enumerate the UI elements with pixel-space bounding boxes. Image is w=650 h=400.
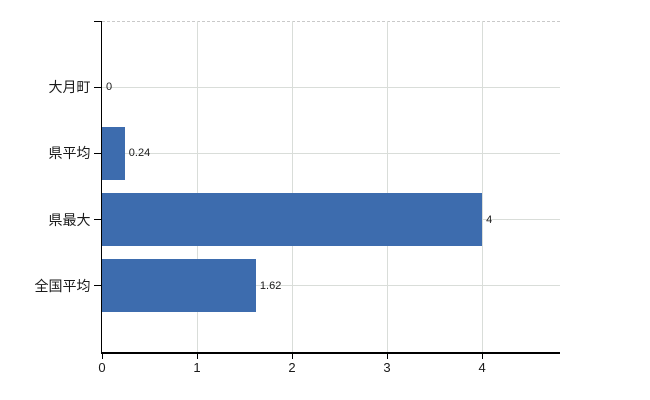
y-axis-label-2: 県最大 [48, 211, 91, 228]
y-axis-line [100, 21, 102, 352]
x-axis-line [100, 351, 560, 354]
bar-3 [102, 259, 256, 313]
vertical-gridline-1 [196, 21, 198, 352]
y-axis-tick-0 [93, 21, 101, 22]
horizontal-gridline-0 [102, 86, 560, 88]
bar-2 [102, 193, 483, 247]
value-label-2: 4 [486, 213, 493, 226]
horizontal-gridline-3 [102, 285, 560, 287]
y-axis-label-0: 大月町 [48, 79, 91, 96]
y-axis-tick-4 [93, 285, 101, 287]
plot-top-border [102, 21, 560, 22]
vertical-gridline-4 [481, 21, 483, 352]
vertical-gridline-2 [291, 21, 293, 352]
y-axis-label-1: 県平均 [48, 145, 91, 162]
y-axis-label-3: 全国平均 [34, 277, 91, 294]
value-label-0: 0 [106, 81, 113, 94]
x-tick-label-3: 3 [383, 360, 391, 375]
x-tick-label-2: 2 [288, 360, 296, 375]
x-tick-label-0: 0 [98, 360, 106, 375]
vertical-gridline-3 [386, 21, 388, 352]
x-tick-label-4: 4 [478, 360, 486, 375]
x-axis-tick-2 [291, 353, 293, 359]
y-axis-tick-2 [93, 152, 101, 154]
y-axis-tick-1 [93, 86, 101, 88]
x-axis-tick-0 [101, 353, 103, 359]
y-axis-tick-3 [93, 219, 101, 221]
value-label-1: 0.24 [128, 147, 151, 160]
horizontal-gridline-1 [102, 152, 560, 154]
x-tick-label-1: 1 [193, 360, 201, 375]
x-axis-tick-4 [481, 353, 483, 359]
x-axis-tick-3 [386, 353, 388, 359]
x-axis-tick-1 [196, 353, 198, 359]
bar-1 [102, 126, 125, 180]
value-label-3: 1.62 [259, 279, 282, 292]
